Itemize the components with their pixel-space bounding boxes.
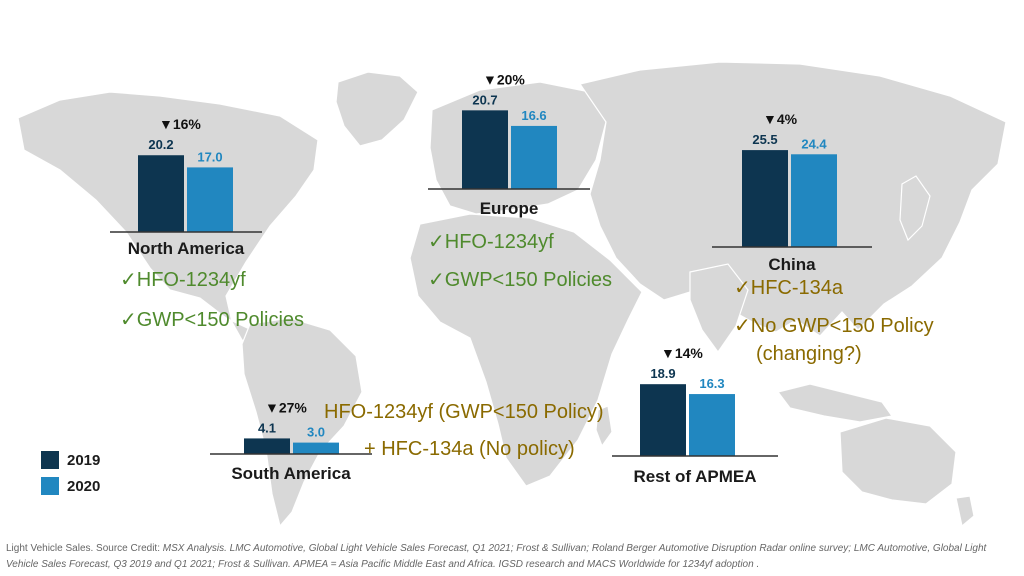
value-label-europe-2019: 20.7 [472,92,497,107]
value-label-south-america-2020: 3.0 [307,425,325,440]
change-label-europe: ▼20% [483,71,525,87]
bar-rest-of-apmea-2019 [640,384,686,456]
value-label-europe-2020: 16.6 [521,108,546,123]
region-label-south-america: South America [231,464,351,483]
bar-rest-of-apmea-2020 [689,394,735,456]
chart-china: 25.5 24.4▼4% China [712,111,872,274]
bar-china-2019 [742,150,788,247]
eu-policy-2: ✓GWP<150 Policies [428,269,613,291]
chart-south-america: 4.1 3.0▼27% South America [210,399,372,483]
source-footnote: Light Vehicle Sales. Source Credit: MSX … [6,541,1018,573]
cn-policy-3: (changing?) [756,343,862,365]
change-label-china: ▼4% [763,111,798,127]
change-label-south-america: ▼27% [265,399,307,415]
bar-china-2020 [791,154,837,247]
map-australia [839,417,957,505]
map-new-zealand [955,495,975,528]
map-south-america [241,317,363,528]
legend-item-2019: 2019 [41,451,100,469]
bar-europe-2020 [511,125,557,189]
region-label-europe: Europe [480,199,539,218]
chart-rest-of-apmea: 18.9 16.3 ▼14% Rest of APMEA [612,345,778,486]
value-label-rest-of-apmea-2020: 16.3 [699,376,724,391]
legend-label-2019: 2019 [67,451,101,469]
legend-swatch-2019 [41,451,59,469]
map-india [689,263,749,354]
region-label-china: China [768,255,816,274]
bar-north-america-2020 [187,167,233,232]
value-label-china-2019: 25.5 [752,132,777,147]
change-label-north-america: ▼16% [159,116,201,132]
value-label-rest-of-apmea-2019: 18.9 [650,366,675,381]
sa-policy-1: HFO-1234yf (GWP<150 Policy) [324,401,604,423]
footnote-body: MSX Analysis. LMC Automotive, Global Lig… [6,543,987,570]
map-japan [899,175,931,242]
chart-europe: 20.7 16.6 ▼20% Europe [428,71,590,218]
bar-europe-2019 [462,110,508,189]
footnote-prefix: Light Vehicle Sales. Source Credit: [6,543,163,554]
map-madagascar [595,405,613,448]
legend-item-2020: 2020 [41,477,100,495]
value-label-china-2020: 24.4 [801,136,827,151]
na-policy-2: ✓GWP<150 Policies [120,309,305,331]
cn-policy-1: ✓HFC-134a [734,277,844,299]
map-greenland [335,71,419,147]
map-indonesia [776,383,894,423]
bar-north-america-2019 [138,155,184,232]
value-label-north-america-2020: 17.0 [197,149,222,164]
legend-swatch-2020 [41,477,59,495]
na-policy-1: ✓HFO-1234yf [120,269,246,291]
value-label-north-america-2019: 20.2 [148,137,173,152]
legend-label-2020: 2020 [67,477,101,495]
chart-north-america: 20.2 17.0 ▼16% North America [110,116,262,258]
cn-policy-2: ✓No GWP<150 Policy [734,315,934,337]
sa-policy-2: + HFC-134a (No policy) [364,438,575,460]
region-label-north-america: North America [128,239,245,258]
eu-policy-1: ✓HFO-1234yf [428,231,554,253]
bar-south-america-2019 [244,438,290,454]
map-africa [409,213,643,487]
regional-bar-charts: 20.2 17.0 ▼16% North America 20.7 16.6 ▼20% Eur… [110,71,872,486]
value-label-south-america-2019: 4.1 [258,420,276,435]
change-label-rest-of-apmea: ▼14% [661,345,703,361]
bar-south-america-2020 [293,442,339,454]
region-label-rest-of-apmea: Rest of APMEA [633,467,756,486]
